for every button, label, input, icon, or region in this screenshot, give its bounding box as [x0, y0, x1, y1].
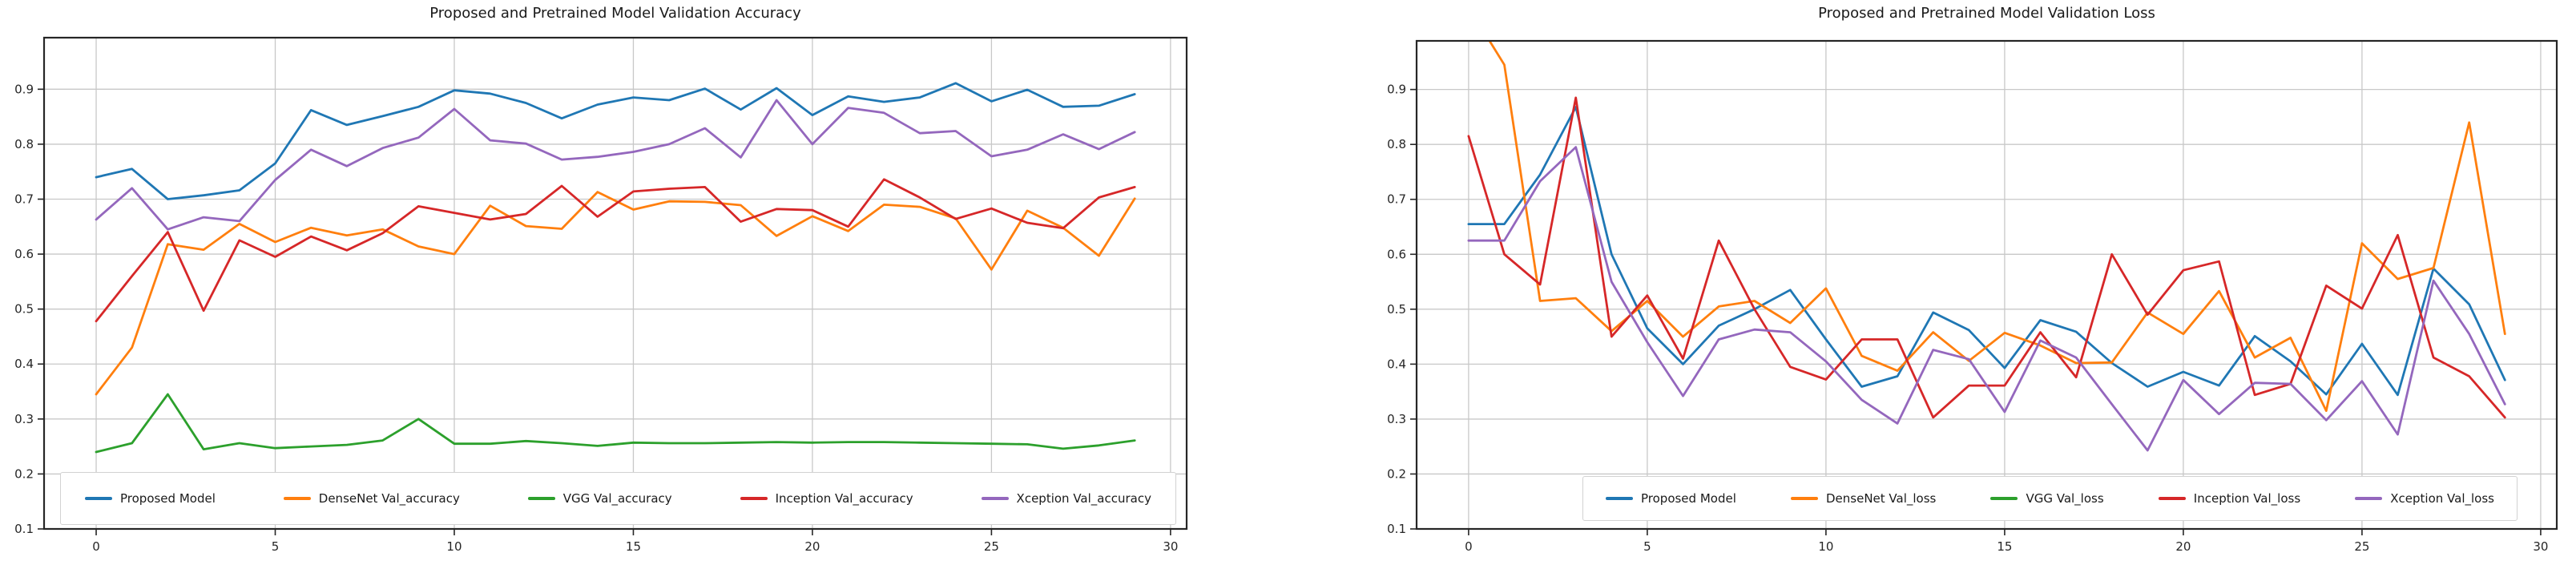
y-tick-label: 0.8 [14, 137, 34, 151]
x-tick-label: 20 [804, 539, 820, 554]
legend-item: DenseNet Val_accuracy [283, 491, 460, 506]
series-line-inception-val-accuracy [95, 178, 1136, 323]
x-tick-label: 10 [446, 539, 462, 554]
densenet-line-swatch-icon [283, 497, 311, 500]
legend-label: Xception Val_accuracy [1016, 491, 1151, 506]
accuracy-chart-legend: Proposed Model DenseNet Val_accuracy VGG… [60, 472, 1176, 525]
legend-label: DenseNet Val_accuracy [318, 491, 460, 506]
legend-label: Inception Val_accuracy [775, 491, 913, 506]
inception-line-swatch-icon [740, 497, 768, 500]
y-tick-label: 0.5 [14, 302, 34, 317]
x-tick-label: 15 [626, 539, 641, 554]
series-line-densenet-val-loss [1488, 41, 2506, 412]
x-tick-label: 5 [272, 539, 280, 554]
legend-item: Inception Val_accuracy [740, 491, 913, 506]
y-tick-label: 0.3 [1387, 412, 1406, 426]
y-tick-label: 0.7 [14, 192, 34, 206]
x-tick-label: 25 [984, 539, 999, 554]
y-tick-label: 0.9 [14, 82, 34, 96]
x-tick-label: 5 [1643, 539, 1651, 554]
x-tick-label: 30 [1163, 539, 1178, 554]
x-tick-label: 10 [1818, 539, 1833, 554]
inception-line-swatch-icon [2158, 497, 2186, 500]
y-tick-label: 0.8 [1387, 137, 1406, 151]
legend-item: VGG Val_loss [1990, 491, 2104, 506]
series-line-densenet-val-accuracy [95, 191, 1136, 396]
legend-item: DenseNet Val_loss [1790, 491, 1937, 506]
x-tick-label: 30 [2533, 539, 2548, 554]
y-tick-label: 0.1 [14, 522, 34, 536]
y-tick-label: 0.5 [1387, 302, 1406, 317]
legend-label: Xception Val_loss [2390, 491, 2494, 506]
x-tick-label: 0 [1465, 539, 1473, 554]
y-tick-label: 0.2 [14, 466, 34, 481]
series-line-proposed-model [1467, 106, 2506, 397]
accuracy-chart-title: Proposed and Pretrained Model Validation… [429, 5, 801, 22]
y-tick-label: 0.9 [1387, 83, 1406, 97]
legend-label: VGG Val_loss [2026, 491, 2104, 506]
series-line-proposed-model [95, 82, 1136, 200]
series-line-inception-val-loss [1467, 96, 2506, 419]
y-tick-label: 0.4 [1387, 357, 1406, 371]
y-tick-label: 0.1 [1387, 522, 1406, 536]
x-tick-label: 15 [1997, 539, 2012, 554]
xception-line-swatch-icon [2355, 497, 2383, 500]
legend-label: Inception Val_loss [2193, 491, 2301, 506]
x-tick-label: 0 [92, 539, 100, 554]
vgg-line-swatch-icon [527, 497, 555, 500]
y-tick-label: 0.7 [1387, 192, 1406, 207]
legend-label: Proposed Model [1641, 491, 1736, 506]
y-tick-label: 0.3 [14, 412, 34, 426]
legend-item: VGG Val_accuracy [527, 491, 672, 506]
vgg-line-swatch-icon [1990, 497, 2018, 500]
plot-area: 0 5 10 15 20 25 30 0.1 0.2 0.3 0.4 0.5 0.6 0.7 0.8 0.9 [1387, 39, 2558, 554]
legend-label: VGG Val_accuracy [562, 491, 672, 506]
legend-item: Xception Val_accuracy [981, 491, 1151, 506]
xception-line-swatch-icon [981, 497, 1009, 500]
axes-spines [1415, 39, 2558, 531]
legend-item: Proposed Model [1606, 491, 1736, 506]
y-tick-label: 0.2 [1387, 466, 1406, 481]
series-line-vgg-val-accuracy [95, 393, 1136, 454]
proposed-line-swatch-icon [85, 497, 112, 500]
legend-label: Proposed Model [120, 491, 216, 506]
x-tick-label: 25 [2354, 539, 2369, 554]
loss-chart-legend: Proposed Model DenseNet Val_loss VGG Val… [1582, 476, 2518, 521]
y-tick-label: 0.6 [14, 247, 34, 261]
legend-item: Proposed Model [85, 491, 216, 506]
x-tick-label: 20 [2175, 539, 2191, 554]
series-line-xception-val-loss [1467, 146, 2506, 452]
legend-item: Inception Val_loss [2158, 491, 2301, 506]
y-tick-label: 0.4 [14, 357, 34, 371]
series-line-xception-val-accuracy [95, 99, 1136, 231]
proposed-line-swatch-icon [1606, 497, 1633, 500]
y-tick-label: 0.6 [1387, 247, 1406, 261]
axes-spines [42, 36, 1188, 531]
legend-item: Xception Val_loss [2355, 491, 2494, 506]
loss-chart-title: Proposed and Pretrained Model Validation… [1818, 5, 2155, 22]
densenet-line-swatch-icon [1790, 497, 1818, 500]
legend-label: DenseNet Val_loss [1825, 491, 1937, 506]
